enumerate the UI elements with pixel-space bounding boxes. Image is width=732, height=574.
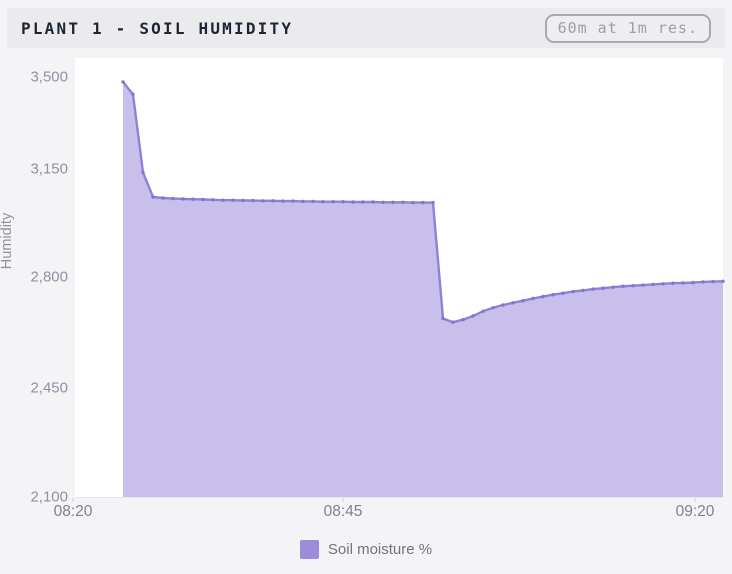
data-point-marker: [471, 314, 475, 318]
data-point-marker: [661, 282, 665, 286]
data-point-marker: [491, 306, 495, 310]
data-point-marker: [521, 299, 525, 303]
data-point-marker: [561, 291, 565, 295]
data-point-marker: [381, 200, 385, 204]
data-point-marker: [691, 280, 695, 285]
data-point-marker: [371, 200, 375, 204]
data-point-marker: [581, 288, 585, 293]
data-point-marker: [261, 199, 265, 203]
header: PLANT 1 - SOIL HUMIDITY 60m at 1m res.: [7, 8, 725, 48]
resolution-badge: 60m at 1m res.: [544, 13, 711, 43]
data-point-marker: [321, 200, 325, 204]
data-point-marker: [431, 200, 435, 205]
data-point-marker: [721, 279, 725, 283]
data-point-marker: [211, 198, 215, 202]
x-tick-label: 08:45: [323, 503, 363, 520]
data-point-marker: [351, 200, 355, 204]
data-point-marker: [151, 195, 155, 199]
soil-moisture-area: [123, 81, 723, 498]
data-point-marker: [231, 198, 235, 202]
data-point-marker: [391, 200, 395, 204]
y-tick-label: 2,450: [30, 379, 68, 397]
data-point-marker: [341, 200, 345, 204]
data-point-marker: [711, 279, 715, 284]
data-point-marker: [641, 283, 645, 287]
data-point-marker: [531, 296, 535, 301]
data-point-marker: [551, 293, 555, 297]
data-point-marker: [301, 199, 305, 204]
data-point-marker: [441, 316, 445, 321]
data-point-marker: [181, 197, 185, 201]
data-point-marker: [701, 280, 705, 284]
data-point-marker: [601, 286, 605, 290]
y-tick-label: 2,100: [30, 488, 68, 506]
data-point-marker: [681, 281, 685, 285]
data-point-marker: [121, 80, 125, 84]
legend-label[interactable]: Soil moisture %: [327, 540, 433, 558]
data-point-marker: [671, 281, 675, 285]
data-point-marker: [281, 199, 285, 203]
data-point-marker: [171, 196, 175, 201]
data-point-marker: [271, 199, 275, 203]
data-point-marker: [311, 199, 315, 204]
data-point-marker: [621, 284, 625, 288]
data-point-marker: [201, 197, 205, 202]
data-point-marker: [511, 301, 515, 305]
legend: Soil moisture %: [0, 537, 732, 561]
data-point-marker: [501, 303, 505, 307]
y-tick-label: 2,800: [30, 268, 68, 286]
page-title: PLANT 1 - SOIL HUMIDITY: [21, 18, 294, 38]
data-point-marker: [611, 285, 615, 289]
data-point-marker: [421, 200, 425, 205]
data-point-marker: [241, 198, 245, 203]
data-point-marker: [331, 200, 335, 204]
data-point-marker: [451, 320, 455, 324]
data-point-marker: [191, 197, 195, 201]
legend-swatch-icon[interactable]: [299, 539, 319, 559]
x-tick-label: 08:20: [53, 503, 93, 520]
data-point-marker: [571, 289, 575, 294]
data-point-marker: [591, 287, 595, 291]
data-point-marker: [401, 200, 405, 204]
data-point-marker: [461, 318, 465, 322]
data-point-marker: [131, 92, 135, 97]
data-point-marker: [481, 309, 485, 313]
y-tick-label: 3,500: [30, 68, 68, 86]
y-axis-title: Humidity: [0, 212, 15, 270]
y-tick-label: 3,150: [30, 160, 68, 178]
data-point-marker: [631, 284, 635, 288]
data-point-marker: [651, 282, 655, 287]
data-point-marker: [541, 294, 545, 299]
data-point-marker: [361, 200, 365, 204]
data-point-marker: [221, 198, 225, 202]
x-tick-label: 09:20: [675, 503, 715, 520]
data-point-marker: [411, 200, 415, 205]
data-point-marker: [141, 170, 145, 175]
data-point-marker: [161, 196, 165, 200]
data-point-marker: [251, 198, 255, 203]
data-point-marker: [291, 199, 295, 203]
